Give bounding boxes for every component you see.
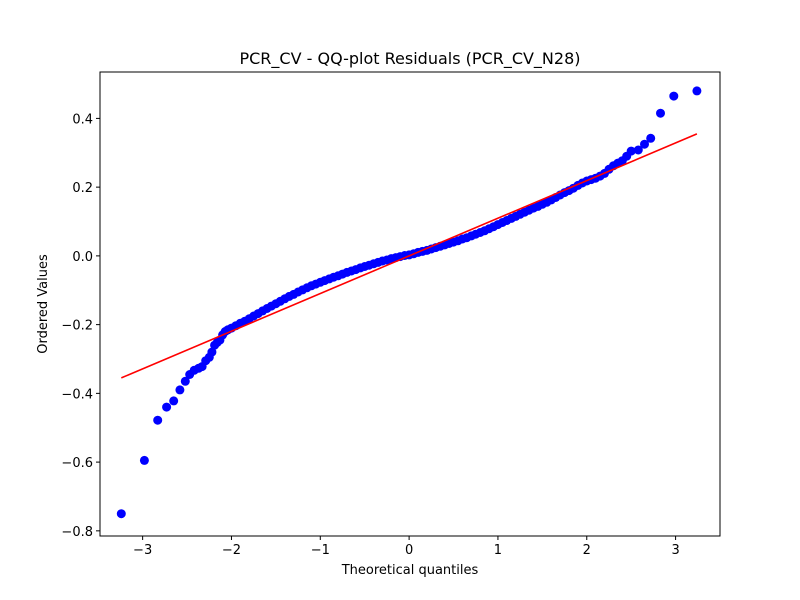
x-tick-label: −3 — [133, 543, 152, 558]
data-point — [175, 385, 185, 395]
data-point — [633, 145, 643, 155]
y-axis-ticks: −0.8 −0.6 −0.4 −0.2 0.0 0.2 0.4 — [61, 112, 100, 540]
data-point — [162, 402, 172, 412]
data-point — [640, 139, 649, 149]
data-point — [139, 455, 149, 465]
y-tick-label: 0.2 — [72, 181, 93, 196]
data-point — [656, 108, 665, 118]
data-point — [626, 146, 636, 156]
y-tick-label: 0.0 — [72, 250, 93, 265]
x-tick-label: 0 — [405, 543, 413, 558]
x-axis-ticks: −3 −2 −1 0 1 2 3 — [133, 536, 680, 558]
data-point — [116, 509, 126, 519]
x-tick-label: 3 — [671, 543, 679, 558]
x-tick-label: −1 — [311, 543, 330, 558]
data-point — [169, 396, 179, 406]
data-point — [180, 376, 190, 386]
x-axis-label: Theoretical quantiles — [341, 563, 479, 578]
y-tick-label: −0.6 — [61, 456, 93, 471]
y-tick-label: −0.2 — [61, 319, 93, 334]
data-point — [153, 415, 163, 425]
plot-area — [116, 86, 702, 519]
data-point — [646, 133, 656, 143]
x-tick-label: −2 — [222, 543, 241, 558]
data-point — [207, 347, 217, 357]
y-tick-label: −0.4 — [61, 387, 93, 402]
y-tick-label: −0.8 — [61, 525, 93, 540]
axes-frame — [99, 71, 721, 537]
reference-line — [120, 133, 698, 379]
chart-title: PCR_CV - QQ-plot Residuals (PCR_CV_N28) — [239, 49, 580, 69]
x-tick-label: 1 — [494, 543, 502, 558]
data-point — [692, 86, 702, 96]
y-tick-label: 0.4 — [72, 112, 93, 127]
data-point — [669, 91, 679, 101]
x-tick-label: 2 — [583, 543, 591, 558]
y-axis-label: Ordered Values — [36, 254, 51, 354]
